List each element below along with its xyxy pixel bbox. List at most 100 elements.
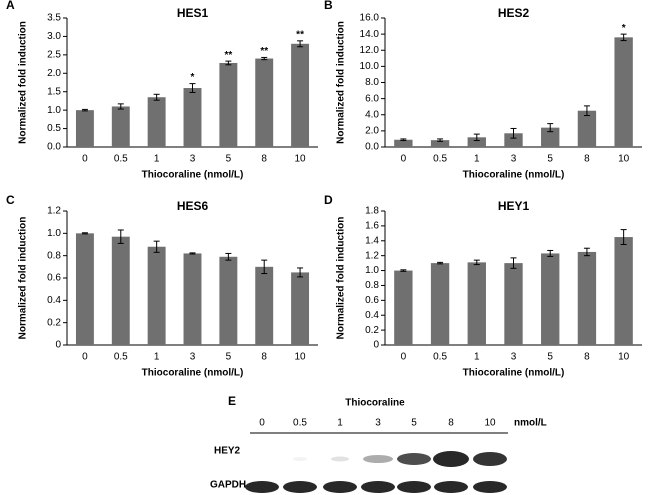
x-axis-label: Thiocoraline (nmol/L): [463, 368, 565, 379]
bar: [577, 251, 597, 345]
x-tick-label: 0: [82, 154, 88, 165]
x-tick-label: 3: [511, 352, 517, 363]
bar: [147, 246, 166, 345]
bar: [183, 253, 202, 345]
chart-title: HES1: [177, 6, 209, 20]
x-tick-label: 10: [295, 154, 307, 165]
bar: [111, 106, 130, 147]
y-tick-label: 3.0: [47, 31, 61, 42]
error-bar: [583, 247, 590, 257]
error-bar: [473, 259, 480, 266]
gapdh-band: [323, 481, 357, 493]
error-bar: [620, 229, 627, 245]
panel-label: A: [6, 0, 15, 12]
row-label: GAPDH: [210, 480, 246, 491]
bar: [430, 263, 450, 345]
bar: [75, 110, 94, 147]
error-bar: [117, 229, 124, 244]
error-bar: [510, 257, 517, 269]
x-tick-label: 0: [82, 352, 88, 363]
x-tick-label: 1: [474, 352, 480, 363]
y-tick-label: 0.5: [47, 123, 61, 134]
y-tick-label: 1.0: [47, 228, 61, 239]
gapdh-band: [473, 481, 507, 493]
y-tick-label: 10.0: [360, 61, 380, 72]
hey2-band: [433, 451, 469, 467]
y-tick-label: 1.8: [365, 206, 379, 217]
hey2-band: [363, 455, 393, 463]
bar: [394, 270, 413, 345]
x-tick-label: 0.5: [114, 352, 128, 363]
error-bar: [473, 133, 480, 142]
y-tick-label: 1.0: [365, 265, 379, 276]
significance-label: **: [296, 29, 304, 40]
y-tick-label: 0.8: [365, 280, 379, 291]
x-tick-label: 3: [190, 154, 196, 165]
gapdh-band: [361, 481, 395, 493]
y-tick-label: 14.0: [360, 29, 380, 40]
y-tick-label: 0.2: [47, 317, 61, 328]
error-bar: [400, 138, 407, 142]
hey2-band: [331, 456, 349, 462]
bar: [183, 88, 202, 147]
lane-label: 0: [259, 418, 265, 429]
lane-label: 8: [448, 418, 454, 429]
blot-title: Thiocoraline: [345, 398, 405, 409]
error-bar: [117, 103, 124, 110]
y-tick-label: 1.2: [47, 206, 61, 217]
chart-title: HEY1: [498, 199, 530, 213]
y-tick-label: 2.5: [47, 49, 61, 60]
panel-label: C: [6, 193, 15, 207]
error-bar: [153, 240, 160, 253]
x-tick-label: 5: [547, 352, 553, 363]
error-bar: [261, 56, 268, 61]
y-tick-label: 0: [55, 340, 61, 351]
gapdh-band: [397, 481, 431, 493]
bar: [255, 58, 274, 147]
error-bar: [189, 83, 196, 93]
chart-title: HES2: [498, 6, 530, 20]
error-bar: [225, 252, 232, 261]
x-tick-label: 10: [295, 352, 307, 363]
y-axis-label: Normalized fold induction: [336, 217, 347, 340]
bar: [614, 37, 633, 147]
y-tick-label: 2.0: [365, 126, 379, 137]
x-tick-label: 1: [154, 154, 160, 165]
lane-label: 1: [337, 418, 343, 429]
y-tick-label: 6.0: [365, 93, 379, 104]
y-tick-label: 0.6: [47, 273, 61, 284]
y-tick-label: 0.6: [365, 295, 379, 306]
bar: [255, 266, 274, 345]
error-bar: [583, 105, 590, 117]
panel-label: B: [324, 0, 333, 12]
error-bar: [297, 267, 304, 278]
bar: [291, 43, 310, 147]
error-bar: [81, 108, 88, 112]
error-bar: [510, 127, 517, 139]
bar: [504, 133, 523, 147]
bar: [219, 256, 238, 345]
unit-label: nmol/L: [514, 418, 547, 429]
x-tick-label: 8: [584, 352, 590, 363]
error-bar: [297, 40, 304, 48]
y-tick-label: 0: [373, 340, 379, 351]
x-tick-label: 8: [261, 154, 267, 165]
bar: [111, 236, 130, 345]
bar: [219, 62, 238, 147]
bar: [541, 127, 560, 147]
y-axis-label: Normalized fold induction: [18, 21, 29, 144]
bar: [541, 253, 560, 345]
y-tick-label: 0.2: [365, 325, 379, 336]
x-tick-label: 5: [226, 154, 232, 165]
bar: [504, 263, 523, 345]
y-tick-label: 2.0: [47, 68, 61, 79]
gapdh-band: [245, 481, 279, 493]
x-tick-label: 5: [547, 154, 553, 165]
bar: [577, 110, 597, 147]
bar: [147, 97, 166, 147]
lane-label: 10: [484, 418, 496, 429]
y-tick-label: 4.0: [365, 109, 379, 120]
y-tick-label: 1.4: [365, 235, 379, 246]
hey2-band: [473, 452, 507, 466]
gapdh-band: [283, 481, 317, 493]
